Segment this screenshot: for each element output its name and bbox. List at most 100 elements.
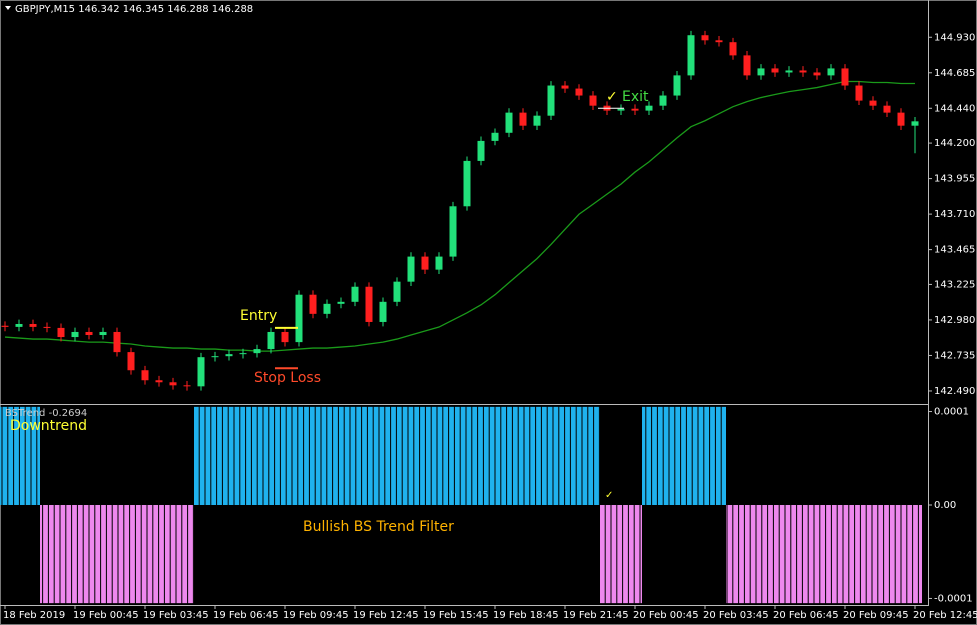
trend-bar [852, 505, 866, 604]
trend-bar [432, 406, 446, 505]
candle-body [155, 380, 163, 383]
trend-bar [54, 505, 68, 604]
candle-body [295, 294, 303, 343]
trend-bar [376, 406, 390, 505]
trend-bar [306, 406, 320, 505]
y-tick-label: 143.710 [934, 209, 975, 220]
x-tick-label: 20 Feb 06:45 [773, 610, 839, 621]
candle-body [365, 286, 373, 322]
candle-body [883, 105, 891, 113]
trend-bar [782, 505, 796, 604]
trend-bar [404, 406, 418, 505]
candle-body [813, 72, 821, 76]
trend-bar [768, 505, 782, 604]
y-tick-label: 0.00 [934, 500, 956, 511]
trend-bar [740, 505, 754, 604]
x-tick-label: 20 Feb 03:45 [703, 610, 769, 621]
candle-body [337, 301, 345, 304]
trend-bar [810, 505, 824, 604]
candle-body [449, 206, 457, 257]
candle-body [43, 326, 51, 328]
trend-bar [642, 406, 656, 505]
candle-body [197, 357, 205, 387]
candle-body [421, 256, 429, 270]
candle-body [659, 95, 667, 106]
trend-bar [614, 505, 628, 604]
candle-body [141, 370, 149, 381]
trend-bar [0, 406, 12, 505]
flip-check: ✓ [605, 490, 613, 501]
trend-bar [698, 406, 712, 505]
candle-body [211, 356, 219, 358]
trend-bar [712, 406, 726, 505]
candle-body [267, 331, 275, 350]
indicator-panel: 0.0001 0.00 -0.0001 [0, 405, 973, 605]
y-tick-label: 144.200 [934, 138, 975, 149]
candle-body [15, 323, 23, 327]
candle-body [435, 256, 443, 270]
candle-body [911, 121, 919, 126]
x-tick-label: 19 Feb 18:45 [493, 610, 559, 621]
trend-bar [166, 505, 180, 604]
menu-triangle [5, 6, 11, 10]
y-tick-label: 142.490 [934, 386, 975, 397]
trend-bar [208, 406, 222, 505]
y-tick-label: 143.465 [934, 245, 975, 256]
exit-check: ✓ [606, 89, 618, 105]
candle-body [169, 382, 177, 386]
x-tick-label: 19 Feb 15:45 [423, 610, 489, 621]
candle-body [253, 349, 261, 354]
candle-body [309, 294, 317, 314]
y-tick-label: 0.0001 [934, 407, 969, 418]
candle-body [575, 88, 583, 96]
candle-body [113, 331, 121, 353]
trend-bar [390, 406, 404, 505]
stop-loss-label: Stop Loss [254, 370, 321, 386]
trend-bar [530, 406, 544, 505]
trend-bar [348, 406, 362, 505]
candle-body [519, 112, 527, 126]
candle-body [393, 281, 401, 302]
trend-bar [908, 505, 922, 604]
candle-body [533, 115, 541, 126]
candle-body [183, 385, 191, 387]
x-tick-label: 20 Feb 12:45 [913, 610, 977, 621]
trend-bar [880, 505, 894, 604]
trend-bar [754, 505, 768, 604]
candle-body [71, 331, 79, 338]
trend-bar [222, 406, 236, 505]
candle-body [561, 85, 569, 89]
trend-bar [124, 505, 138, 604]
trend-bar [586, 406, 600, 505]
trend-bar [40, 505, 54, 604]
y-tick-label: -0.0001 [934, 593, 973, 604]
trend-bar [796, 505, 810, 604]
candle-body [491, 132, 499, 141]
trend-bar [572, 406, 586, 505]
trend-bar [362, 406, 376, 505]
exit-label: Exit [622, 89, 649, 105]
x-tick-label: 19 Feb 12:45 [353, 610, 419, 621]
candle-body [57, 327, 65, 338]
trend-bar [68, 505, 82, 604]
candle-body [589, 95, 597, 106]
candle-body [827, 68, 835, 76]
price-panel: 144.930 144.685 144.440 144.200 143.955 143.7… [1, 30, 975, 397]
x-tick-label: 20 Feb 00:45 [633, 610, 699, 621]
candle-body [351, 286, 359, 302]
trend-bar [474, 406, 488, 505]
trend-bar [110, 505, 124, 604]
x-tick-label: 19 Feb 03:45 [143, 610, 209, 621]
downtrend-label: Downtrend [10, 418, 87, 434]
trend-bar [460, 406, 474, 505]
candle-body [687, 35, 695, 76]
candle-body [547, 85, 555, 116]
candle-body [407, 256, 415, 282]
x-tick-label: 19 Feb 21:45 [563, 610, 629, 621]
trend-bar [236, 406, 250, 505]
x-tick-label: 19 Feb 00:45 [73, 610, 139, 621]
candle-body [785, 70, 793, 73]
trend-bar [516, 406, 530, 505]
candle-body [281, 331, 289, 343]
